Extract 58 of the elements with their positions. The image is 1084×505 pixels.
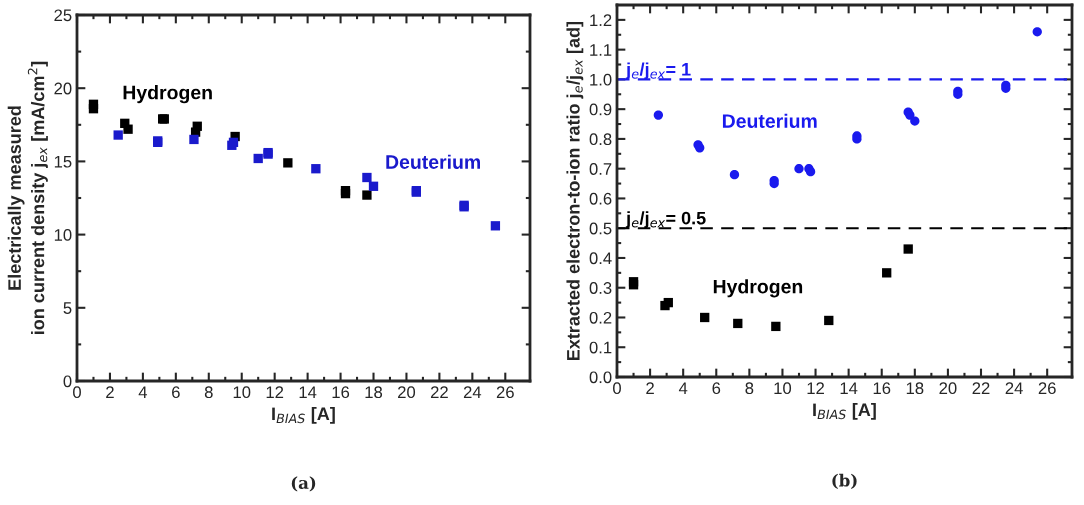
x-tick-label: 2 xyxy=(106,386,114,398)
x-tick-label: 16 xyxy=(332,386,350,399)
x-axis-title: I$_{BIAS}$ [A] xyxy=(813,402,876,420)
x-tick-label: 20 xyxy=(939,382,957,395)
series-label: Deuterium xyxy=(722,113,817,128)
x-tick-label: 12 xyxy=(807,382,824,394)
x-tick-label: 10 xyxy=(233,386,251,399)
x-tick-label: 16 xyxy=(873,382,891,395)
x-tick-label: 24 xyxy=(1005,382,1023,394)
y-tick-label: 1.2 xyxy=(590,14,612,26)
y-tick-label: 0.9 xyxy=(589,103,612,116)
y-tick-label: 0.7 xyxy=(589,163,612,175)
y-tick-label: 1.0 xyxy=(590,73,612,86)
y-tick-label: 0.4 xyxy=(589,252,612,265)
x-tick-label: 4 xyxy=(138,386,148,398)
x-tick-label: 26 xyxy=(1038,382,1056,395)
x-tick-label: 22 xyxy=(972,382,990,394)
y-tick-label: 0.3 xyxy=(589,282,612,294)
x-tick-label: 10 xyxy=(774,382,792,395)
y-tick-label: 1.1 xyxy=(590,44,612,56)
x-tick-label: 0 xyxy=(613,382,621,395)
x-tick-label: 24 xyxy=(463,386,482,398)
x-tick-label: 8 xyxy=(204,386,213,399)
x-axis-title: I$_{BIAS}$ [A] xyxy=(272,406,335,424)
y-tick-label: 25 xyxy=(54,9,72,22)
x-tick-label: 18 xyxy=(906,382,924,395)
x-tick-label: 26 xyxy=(496,386,514,399)
y-tick-label: 0.6 xyxy=(589,192,612,205)
x-tick-label: 12 xyxy=(266,386,284,398)
x-tick-label: 2 xyxy=(646,382,654,394)
x-tick-label: 0 xyxy=(73,386,81,399)
x-tick-label: 22 xyxy=(430,386,448,398)
y-tick-label: 0.2 xyxy=(589,311,612,324)
x-tick-label: 6 xyxy=(712,382,721,395)
text: (a) xyxy=(291,476,316,492)
y-tick-label: 0.0 xyxy=(589,371,612,384)
series-label: Hydrogen xyxy=(123,85,212,104)
y-tick-label: 0.5 xyxy=(589,222,612,235)
x-tick-label: 14 xyxy=(299,386,317,398)
ref-line-label: j$_{e}$/j$_{ex}$= 1 xyxy=(625,62,691,80)
y-tick-label: 5 xyxy=(63,302,72,314)
y-tick-label: 20 xyxy=(54,82,72,95)
y-axis-title: Electrically measured ion current density j$_{ex}$ [mA/cm$^{2}$] xyxy=(7,61,48,334)
ref-line-label: j$_{e}$/j$_{ex}$= 0.5 xyxy=(625,211,706,229)
text: (b) xyxy=(832,473,857,489)
x-tick-label: 4 xyxy=(678,382,688,394)
series-label: Deuterium xyxy=(386,154,480,169)
y-tick-label: 10 xyxy=(54,229,72,241)
x-tick-label: 18 xyxy=(365,386,383,399)
x-tick-label: 20 xyxy=(398,386,416,399)
x-tick-label: 8 xyxy=(745,382,754,395)
series-label: Hydrogen xyxy=(713,279,803,298)
y-tick-label: 0.1 xyxy=(589,341,612,354)
x-tick-label: 14 xyxy=(840,382,858,394)
x-tick-label: 6 xyxy=(172,386,180,399)
y-tick-label: 15 xyxy=(54,155,72,168)
y-axis-title: Extracted electron-to-ion ratio j$_{e}$/j$_{ex}$ [ad] xyxy=(566,21,584,361)
y-tick-label: 0.8 xyxy=(589,133,612,146)
